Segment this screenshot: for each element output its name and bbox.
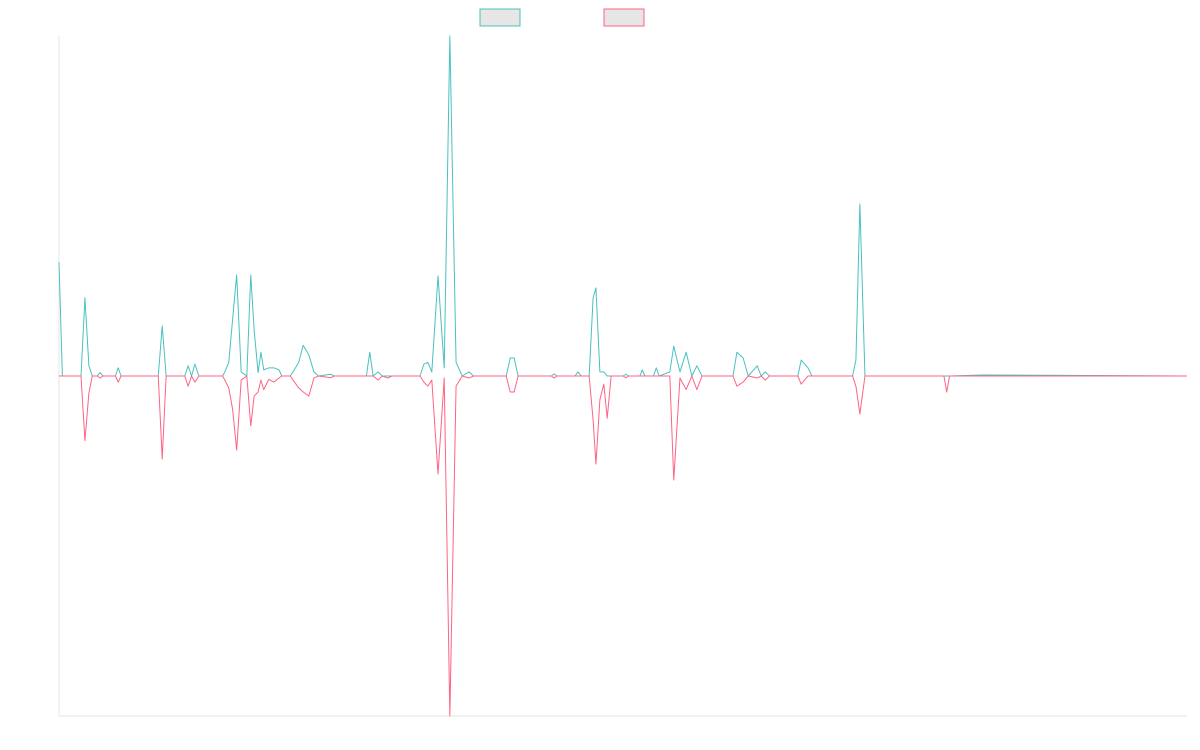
legend-swatch bbox=[603, 8, 645, 27]
legend-swatch bbox=[479, 8, 521, 27]
series-line bbox=[59, 375, 1187, 717]
series-line bbox=[58, 35, 1188, 377]
